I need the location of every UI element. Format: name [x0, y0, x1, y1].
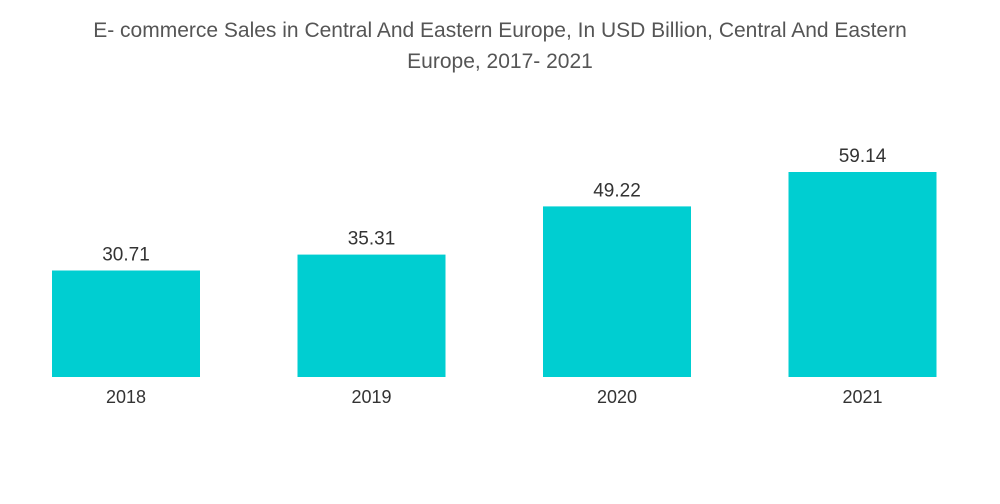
x-tick-label-2018: 2018 [106, 387, 146, 407]
bar-2021 [788, 172, 937, 377]
value-label-2021: 59.14 [839, 146, 887, 167]
x-tick-label-2019: 2019 [351, 387, 391, 407]
x-tick-label-2020: 2020 [597, 387, 637, 407]
value-label-2020: 49.22 [593, 180, 641, 201]
bar-2020 [543, 206, 691, 377]
value-label-2019: 35.31 [348, 229, 396, 250]
chart-title: E- commerce Sales in Central And Eastern… [0, 15, 1000, 77]
chart-title-line-2: Europe, 2017- 2021 [407, 50, 593, 73]
value-label-2018: 30.71 [102, 245, 150, 266]
bar-2018 [52, 270, 200, 377]
x-tick-label-2021: 2021 [842, 387, 882, 407]
chart-title-line-1: E- commerce Sales in Central And Eastern… [93, 19, 907, 42]
bar-2019 [297, 254, 446, 377]
